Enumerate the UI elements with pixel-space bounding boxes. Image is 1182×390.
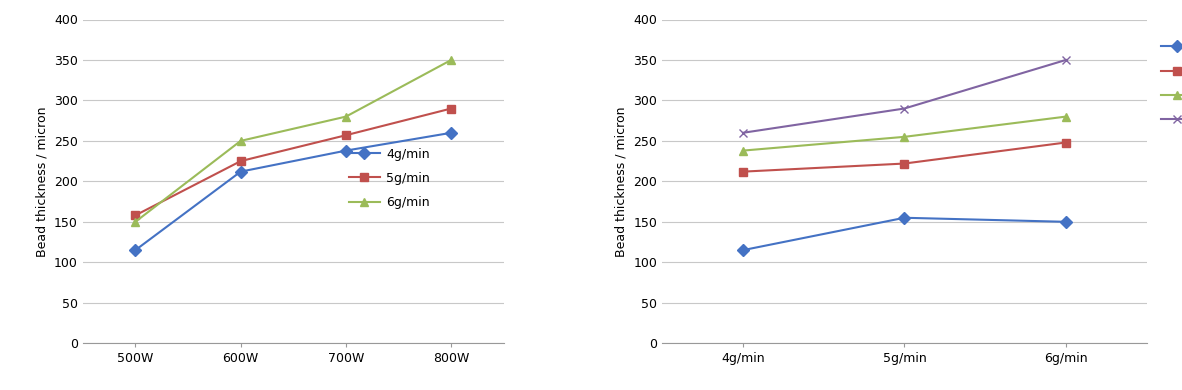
6g/min (339, 114, 353, 119)
4g/min (339, 148, 353, 153)
Line: 6g/min: 6g/min (131, 56, 455, 226)
5g/min (339, 133, 353, 138)
800W (736, 130, 751, 135)
700W (897, 135, 911, 139)
600W (736, 169, 751, 174)
6g/min (444, 58, 459, 62)
5g/min (129, 213, 143, 218)
Y-axis label: Bead thickness / micron: Bead thickness / micron (615, 106, 628, 257)
6g/min (234, 138, 248, 143)
Line: 800W: 800W (739, 56, 1070, 137)
Y-axis label: Bead thickness / micron: Bead thickness / micron (35, 106, 48, 257)
700W (1059, 114, 1073, 119)
4g/min (129, 248, 143, 252)
5g/min (234, 159, 248, 163)
800W (1059, 58, 1073, 62)
5g/min (444, 106, 459, 111)
Line: 4g/min: 4g/min (131, 129, 455, 254)
600W (1059, 140, 1073, 145)
4g/min (234, 169, 248, 174)
Line: 5g/min: 5g/min (131, 105, 455, 220)
6g/min (129, 220, 143, 224)
800W (897, 106, 911, 111)
500W (1059, 220, 1073, 224)
500W (897, 215, 911, 220)
Legend: 4g/min, 5g/min, 6g/min: 4g/min, 5g/min, 6g/min (344, 142, 435, 214)
Line: 600W: 600W (739, 138, 1070, 176)
Line: 500W: 500W (739, 214, 1070, 254)
Legend: 500W, 600W, 700W, 800W: 500W, 600W, 700W, 800W (1156, 36, 1182, 131)
600W (897, 161, 911, 166)
500W (736, 248, 751, 252)
Line: 700W: 700W (739, 112, 1070, 155)
700W (736, 148, 751, 153)
4g/min (444, 130, 459, 135)
